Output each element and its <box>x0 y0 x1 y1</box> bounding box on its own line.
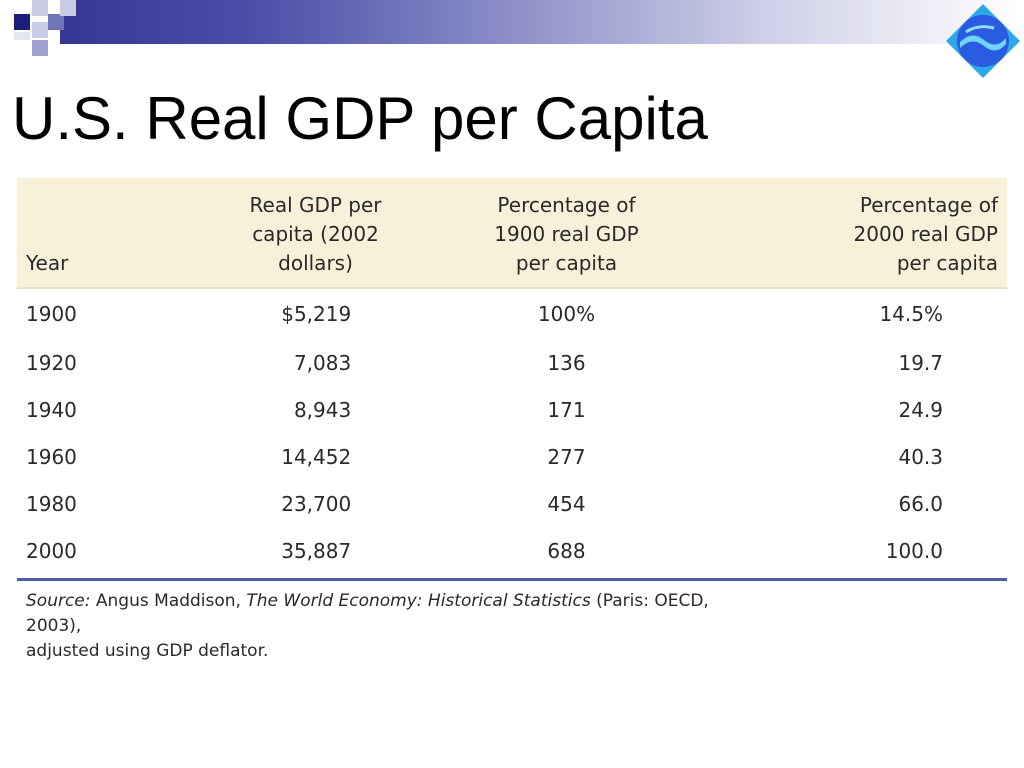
source-author: Angus Maddison, <box>90 591 247 611</box>
slide-title: U.S. Real GDP per Capita <box>12 85 708 152</box>
cell-pct-2000: 100.0 <box>885 538 943 563</box>
source-book-title: The World Economy: Historical Statistics <box>246 591 591 611</box>
cell-year: 1900 <box>26 302 77 326</box>
source-label: Source: <box>26 591 91 611</box>
gdp-table: Year Real GDP per capita (2002 dollars) … <box>17 178 1007 574</box>
cell-gdp: 35,887 <box>281 538 352 563</box>
cell-year: 2000 <box>26 538 77 563</box>
header-pct-2000: Percentage of 2000 real GDP per capita <box>703 178 1007 289</box>
cell-pct-1900: 171 <box>547 397 586 422</box>
cell-gdp: 7,083 <box>293 350 352 375</box>
cell-pct-2000: 19.7 <box>898 350 943 375</box>
source-publisher: (Paris: OECD, 2003), <box>26 591 709 636</box>
cell-year: 1960 <box>26 444 77 469</box>
corner-squares-decoration <box>0 0 80 60</box>
cell-year: 1920 <box>26 350 77 375</box>
source-line2: adjusted using GDP deflator. <box>26 641 269 661</box>
cell-gdp: $5,219 <box>281 302 352 326</box>
header-p2000-line2: 2000 real GDP <box>853 222 998 246</box>
source-note: Source: Angus Maddison, The World Econom… <box>26 589 726 664</box>
header-p1900-line1: Percentage of <box>497 193 636 217</box>
top-decorative-band <box>0 0 1024 44</box>
header-gdp-line3: dollars) <box>278 251 353 275</box>
table-header-row: Year Real GDP per capita (2002 dollars) … <box>17 178 1007 289</box>
cell-pct-1900: 100% <box>537 302 596 326</box>
table-row: 1960 14,452 277 40.3 <box>17 433 1007 480</box>
globe-logo-icon <box>946 4 1020 78</box>
cell-pct-1900: 136 <box>547 350 586 375</box>
cell-year: 1940 <box>26 397 77 422</box>
header-gdp-line2: capita (2002 <box>252 222 379 246</box>
cell-pct-2000: 40.3 <box>898 444 943 469</box>
cell-gdp: 8,943 <box>293 397 352 422</box>
cell-pct-1900: 454 <box>547 491 586 516</box>
table-row: 1980 23,700 454 66.0 <box>17 480 1007 527</box>
header-p1900-line3: per capita <box>515 251 618 275</box>
cell-pct-1900: 688 <box>547 538 586 563</box>
cell-pct-2000: 24.9 <box>898 397 943 422</box>
header-gdp-line1: Real GDP per <box>249 193 382 217</box>
header-p2000-line1: Percentage of <box>859 193 998 217</box>
header-p1900-line2: 1900 real GDP <box>494 222 639 246</box>
cell-gdp: 14,452 <box>281 444 352 469</box>
table-bottom-rule <box>17 578 1007 581</box>
cell-pct-1900: 277 <box>547 444 586 469</box>
header-pct-1900: Percentage of 1900 real GDP per capita <box>429 178 704 289</box>
table-row: 1920 7,083 136 19.7 <box>17 339 1007 386</box>
cell-gdp: 23,700 <box>281 491 352 516</box>
cell-year: 1980 <box>26 491 77 516</box>
gdp-table-container: Year Real GDP per capita (2002 dollars) … <box>17 178 1007 664</box>
table-row: 1900 $5,219 100% 14.5% <box>17 288 1007 339</box>
cell-pct-2000: 66.0 <box>898 491 943 516</box>
header-p2000-line3: per capita <box>896 251 998 275</box>
header-year: Year <box>17 178 202 289</box>
cell-pct-2000: 14.5% <box>879 302 943 326</box>
table-row: 2000 35,887 688 100.0 <box>17 527 1007 574</box>
table-row: 1940 8,943 171 24.9 <box>17 386 1007 433</box>
header-real-gdp: Real GDP per capita (2002 dollars) <box>201 178 430 289</box>
